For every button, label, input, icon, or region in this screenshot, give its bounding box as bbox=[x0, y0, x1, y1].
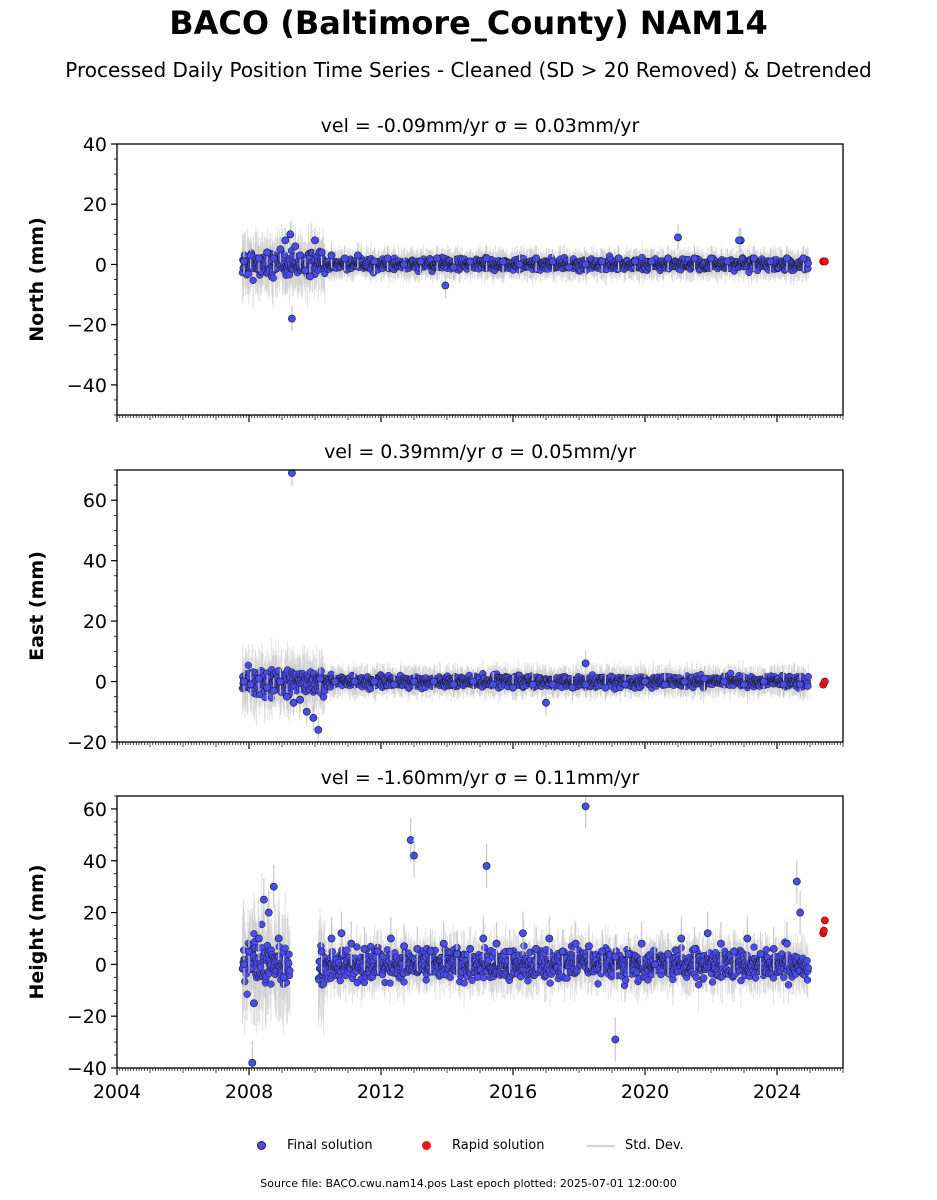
final-solution-point bbox=[466, 257, 474, 266]
final-solution-point bbox=[327, 251, 336, 260]
panel-title: vel = -0.09mm/yr σ = 0.03mm/yr bbox=[321, 115, 640, 137]
final-solution-point bbox=[319, 693, 328, 701]
final-solution-point bbox=[286, 230, 295, 239]
final-solution-point bbox=[565, 263, 573, 272]
final-solution-point bbox=[707, 254, 715, 263]
final-solution-point bbox=[449, 263, 458, 272]
final-solution-point bbox=[267, 694, 275, 702]
y-tick-label: 40 bbox=[83, 134, 107, 156]
final-solution-point bbox=[383, 254, 392, 263]
final-solution-point bbox=[246, 251, 255, 260]
final-solution-point bbox=[416, 257, 425, 266]
final-solution-point bbox=[291, 242, 300, 251]
panel-title: vel = 0.39mm/yr σ = 0.05mm/yr bbox=[324, 441, 636, 463]
plot-area bbox=[238, 218, 829, 332]
final-solution-point bbox=[353, 251, 362, 260]
final-solution-point bbox=[664, 254, 672, 263]
final-solution-point bbox=[317, 248, 326, 257]
final-solution-point bbox=[301, 266, 309, 275]
final-solution-point bbox=[287, 314, 296, 323]
y-tick-label: 20 bbox=[83, 194, 107, 216]
final-solution-point bbox=[482, 254, 491, 263]
final-solution-point bbox=[263, 248, 272, 257]
final-solution-point bbox=[276, 245, 285, 254]
final-solution-point bbox=[244, 661, 252, 669]
final-solution-point bbox=[674, 233, 682, 242]
final-solution-point bbox=[804, 259, 812, 268]
y-tick-label: 0 bbox=[95, 254, 107, 276]
y-tick-label: −40 bbox=[67, 375, 107, 397]
final-solution-point bbox=[269, 254, 278, 263]
final-solution-point bbox=[723, 257, 732, 266]
final-solution-point bbox=[766, 257, 775, 266]
final-solution-point bbox=[750, 254, 758, 263]
y-axis-label: North (mm) bbox=[26, 217, 48, 342]
final-solution-point bbox=[311, 236, 319, 245]
panel-0: vel = -0.09mm/yr σ = 0.03mm/yr North (mm)… bbox=[26, 115, 844, 422]
final-solution-point bbox=[269, 274, 277, 282]
final-solution-point bbox=[281, 236, 290, 245]
final-solution-point bbox=[598, 257, 606, 266]
final-solution-point bbox=[306, 272, 314, 281]
final-solution-point bbox=[690, 254, 699, 263]
final-solution-point bbox=[515, 260, 524, 269]
final-solution-point bbox=[433, 254, 441, 263]
final-solution-point bbox=[441, 281, 450, 290]
final-solution-point bbox=[280, 251, 289, 259]
final-solution-point bbox=[614, 254, 623, 263]
final-solution-point bbox=[317, 667, 325, 675]
final-solution-point bbox=[340, 254, 349, 263]
rapid-solution-point bbox=[820, 257, 829, 266]
final-solution-point bbox=[548, 257, 557, 266]
final-solution-point bbox=[735, 236, 743, 245]
final-solution-point bbox=[370, 257, 379, 266]
figure-subtitle: Processed Daily Position Time Series - C… bbox=[65, 58, 872, 82]
final-solution-point bbox=[254, 254, 263, 263]
final-solution-point bbox=[249, 276, 257, 284]
y-axis-label: East (mm) bbox=[26, 551, 48, 661]
final-solution-point bbox=[631, 257, 639, 266]
final-solution-point bbox=[647, 257, 656, 266]
y-tick-label: −20 bbox=[67, 315, 107, 337]
plot-area bbox=[238, 470, 829, 742]
final-solution-point bbox=[581, 260, 590, 269]
final-solution-point bbox=[499, 257, 507, 266]
final-solution-point bbox=[799, 254, 808, 263]
final-solution-point bbox=[240, 257, 248, 266]
final-solution-point bbox=[296, 251, 305, 260]
final-solution-point bbox=[400, 260, 408, 269]
figure-title: BACO (Baltimore_County) NAM14 bbox=[169, 4, 768, 42]
final-solution-point bbox=[783, 254, 791, 263]
final-solution-point bbox=[532, 254, 540, 263]
